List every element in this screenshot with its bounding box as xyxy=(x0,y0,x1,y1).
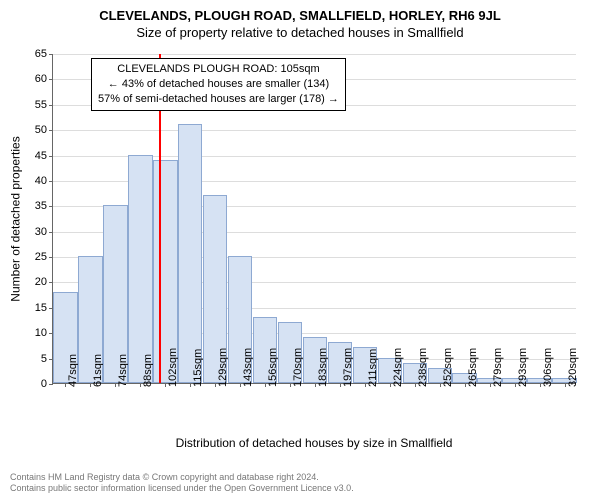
attribution: Contains HM Land Registry data © Crown c… xyxy=(10,472,354,495)
y-tick-label: 40 xyxy=(35,175,53,187)
histogram-bar xyxy=(178,124,202,383)
plot-area: 0510152025303540455055606547sqm61sqm74sq… xyxy=(52,54,576,384)
x-tick-mark xyxy=(490,383,491,387)
chart-title: CLEVELANDS, PLOUGH ROAD, SMALLFIELD, HOR… xyxy=(0,0,600,23)
y-tick-label: 45 xyxy=(35,150,53,162)
y-tick-label: 20 xyxy=(35,276,53,288)
annotation-line: CLEVELANDS PLOUGH ROAD: 105sqm xyxy=(98,62,339,77)
y-tick-label: 5 xyxy=(41,353,53,365)
x-tick-mark xyxy=(465,383,466,387)
x-tick-mark xyxy=(515,383,516,387)
y-tick-label: 10 xyxy=(35,327,53,339)
x-tick-mark xyxy=(340,383,341,387)
x-tick-label: 320sqm xyxy=(567,348,579,387)
x-tick-mark xyxy=(365,383,366,387)
x-tick-mark xyxy=(290,383,291,387)
y-tick-label: 30 xyxy=(35,226,53,238)
attribution-line1: Contains HM Land Registry data © Crown c… xyxy=(10,472,354,483)
y-axis-label-wrap: Number of detached properties xyxy=(8,54,24,384)
chart-subtitle: Size of property relative to detached ho… xyxy=(0,23,600,40)
y-tick-label: 55 xyxy=(35,99,53,111)
y-tick-label: 60 xyxy=(35,73,53,85)
x-tick-mark xyxy=(440,383,441,387)
attribution-line2: Contains public sector information licen… xyxy=(10,483,354,494)
chart-container: CLEVELANDS, PLOUGH ROAD, SMALLFIELD, HOR… xyxy=(0,0,600,500)
x-axis-label: Distribution of detached houses by size … xyxy=(52,436,576,450)
y-tick-label: 25 xyxy=(35,251,53,263)
y-tick-label: 0 xyxy=(41,378,53,390)
y-tick-label: 15 xyxy=(35,302,53,314)
y-tick-label: 50 xyxy=(35,124,53,136)
x-tick-mark xyxy=(415,383,416,387)
x-tick-mark xyxy=(265,383,266,387)
annotation-line: 57% of semi-detached houses are larger (… xyxy=(98,92,339,107)
gridline xyxy=(53,130,576,131)
gridline xyxy=(53,54,576,55)
y-axis-label: Number of detached properties xyxy=(9,136,23,301)
y-tick-label: 35 xyxy=(35,200,53,212)
x-tick-mark xyxy=(390,383,391,387)
y-tick-label: 65 xyxy=(35,48,53,60)
annotation-line: ← 43% of detached houses are smaller (13… xyxy=(98,77,339,92)
x-tick-mark xyxy=(315,383,316,387)
x-tick-mark xyxy=(540,383,541,387)
chart-wrap: 0510152025303540455055606547sqm61sqm74sq… xyxy=(52,54,576,412)
annotation-box: CLEVELANDS PLOUGH ROAD: 105sqm← 43% of d… xyxy=(91,58,346,111)
x-tick-mark xyxy=(240,383,241,387)
histogram-bar xyxy=(128,155,152,383)
x-tick-mark xyxy=(565,383,566,387)
